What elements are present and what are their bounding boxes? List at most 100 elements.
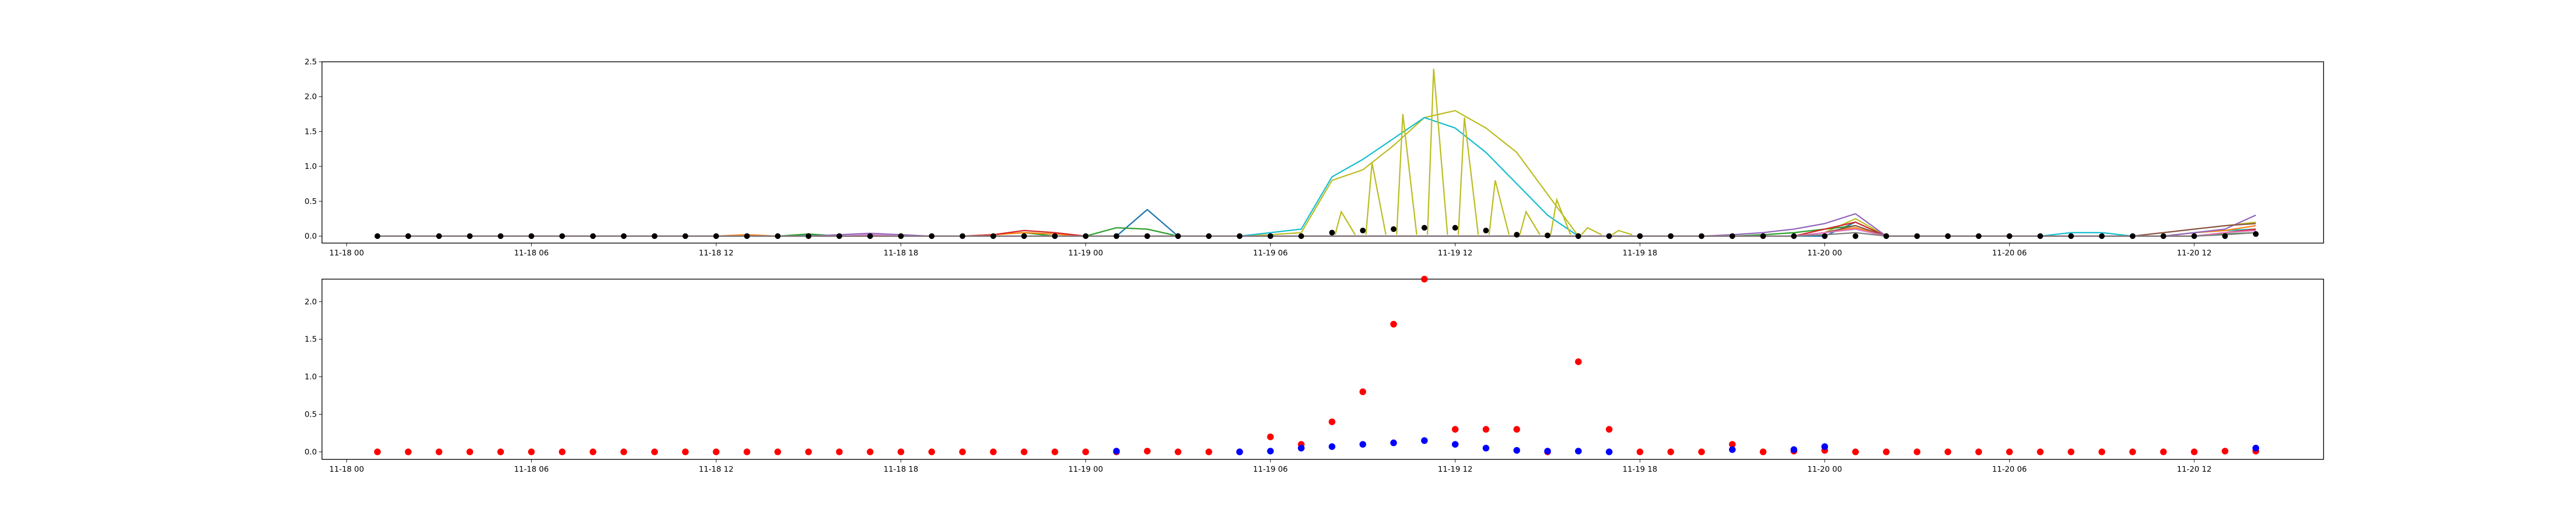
- scatter-point-2: [1390, 439, 1397, 447]
- scatter-point-1: [1452, 426, 1459, 433]
- data-point-marker: [990, 233, 996, 239]
- scatter-point-1: [1267, 433, 1274, 440]
- x-tick-label: 11-19 06: [1253, 248, 1287, 258]
- scatter-point-1: [1082, 448, 1089, 455]
- x-tick-label: 11-19 12: [1438, 465, 1472, 474]
- data-point-marker: [1175, 233, 1181, 239]
- data-point-marker: [2222, 233, 2228, 239]
- x-tick-label: 11-18 00: [329, 248, 364, 258]
- x-tick-label: 11-19 18: [1622, 465, 1657, 474]
- data-point-marker: [1360, 228, 1366, 234]
- data-point-marker: [1236, 233, 1243, 239]
- scatter-point-2: [1790, 446, 1798, 453]
- scatter-point-1: [959, 448, 966, 455]
- data-point-marker: [1483, 228, 1489, 234]
- scatter-point-1: [682, 448, 689, 455]
- spike-mark: [1550, 197, 1571, 235]
- data-point-marker: [1575, 233, 1582, 239]
- scatter-point-1: [1759, 448, 1767, 455]
- scatter-point-1: [836, 448, 843, 455]
- data-point-marker: [621, 233, 627, 239]
- scatter-point-1: [1728, 441, 1736, 448]
- data-point-marker: [1822, 233, 1828, 239]
- y-tick-label: 1.0: [304, 162, 317, 171]
- data-point-marker: [467, 233, 473, 239]
- scatter-point-2: [1513, 447, 1520, 454]
- bottom-scatter-chart-panel: 11-18 00 11-18 06 11-18 12 11-18 18 11-19 00…: [304, 276, 2324, 474]
- data-point-marker: [1606, 233, 1612, 239]
- x-tick-label: 11-20 06: [1992, 465, 2027, 474]
- data-point-marker: [1637, 233, 1643, 239]
- scatter-point-1: [1144, 448, 1151, 455]
- scatter-point-1: [2160, 448, 2167, 455]
- scatter-point-1: [1328, 418, 1335, 425]
- scatter-point-1: [497, 448, 504, 455]
- data-point-marker: [1082, 233, 1089, 239]
- y-tick-label: 2.5: [304, 57, 317, 66]
- scatter-point-1: [620, 448, 628, 455]
- x-tick-label: 11-18 06: [514, 465, 549, 474]
- data-point-marker: [528, 233, 534, 239]
- data-point-marker: [1883, 233, 1889, 239]
- data-point-marker: [1668, 233, 1674, 239]
- data-point-marker: [436, 233, 442, 239]
- scatter-point-1: [743, 448, 751, 455]
- scatter-point-1: [990, 448, 997, 455]
- scatter-point-1: [928, 448, 935, 455]
- data-point-marker: [1421, 225, 1428, 231]
- y-tick-label: 0.0: [304, 231, 317, 241]
- spike-mark: [1427, 68, 1448, 235]
- x-tick-label: 11-18 12: [699, 465, 733, 474]
- scatter-point-1: [1513, 426, 1520, 433]
- scatter-point-1: [1667, 448, 1674, 455]
- data-point-marker: [1760, 233, 1766, 239]
- scatter-point-1: [2067, 448, 2075, 455]
- scatter-point-1: [1175, 448, 1182, 455]
- x-tick-label: 11-20 12: [2177, 248, 2211, 258]
- scatter-point-2: [1452, 441, 1459, 448]
- scatter-point-1: [1698, 448, 1705, 455]
- scatter-point-1: [897, 448, 905, 455]
- x-tick-label: 11-19 12: [1438, 248, 1472, 258]
- spike-mark: [1334, 210, 1356, 235]
- data-point-marker: [2099, 233, 2105, 239]
- spike-mark: [1612, 230, 1633, 235]
- y-tick-label: 0.5: [304, 410, 317, 419]
- scatter-point-2: [1605, 448, 1613, 455]
- x-tick-label: 11-19 06: [1253, 465, 1287, 474]
- x-tick-label: 11-20 00: [1807, 465, 1842, 474]
- scatter-point-1: [1021, 448, 1028, 455]
- scatter-point-1: [2098, 448, 2106, 455]
- data-point-marker: [898, 233, 904, 239]
- scatter-point-1: [774, 448, 782, 455]
- data-point-marker: [713, 233, 719, 239]
- data-point-marker: [682, 233, 688, 239]
- spike-mark: [1519, 210, 1540, 235]
- scatter-point-1: [1359, 388, 1366, 396]
- data-point-marker: [1853, 233, 1859, 239]
- scatter-point-1: [867, 448, 874, 455]
- y-tick-label: 1.5: [304, 127, 317, 136]
- y-tick-label: 2.0: [304, 297, 317, 306]
- spike-mark: [1396, 114, 1418, 235]
- data-point-marker: [1113, 233, 1120, 239]
- scatter-point-1: [713, 448, 720, 455]
- x-tick-label: 11-18 00: [329, 465, 364, 474]
- scatter-point-1: [558, 448, 566, 455]
- spike-mark: [1458, 117, 1479, 235]
- x-tick-label: 11-20 12: [2177, 465, 2211, 474]
- scatter-point-1: [651, 448, 658, 455]
- data-point-marker: [2253, 231, 2259, 237]
- data-point-marker: [1791, 233, 1797, 239]
- scatter-point-1: [435, 448, 443, 455]
- data-point-marker: [775, 233, 781, 239]
- scatter-point-1: [1605, 426, 1613, 433]
- y-tick-label: 2.0: [304, 92, 317, 101]
- scatter-point-1: [2037, 448, 2044, 455]
- data-point-marker: [2037, 233, 2043, 239]
- scatter-point-1: [805, 448, 812, 455]
- scatter-point-1: [404, 448, 412, 455]
- scatter-point-2: [1328, 443, 1335, 450]
- data-point-marker: [744, 233, 750, 239]
